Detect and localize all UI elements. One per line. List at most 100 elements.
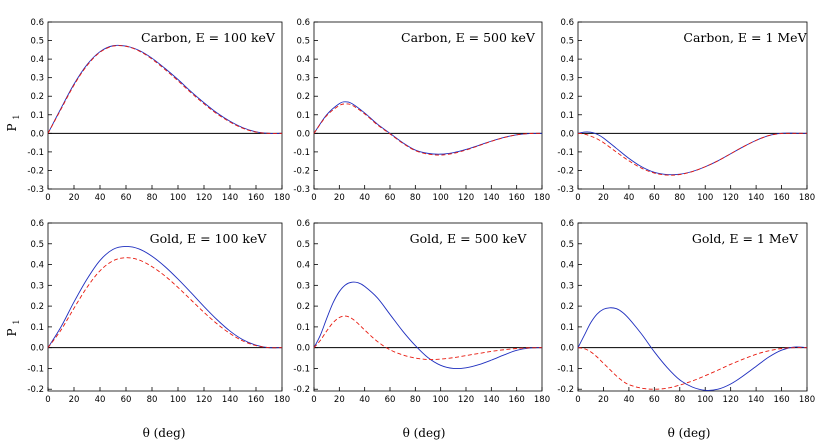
plot-frame [313,222,543,392]
x-tick-label: 100 [170,193,186,203]
x-tick-label: 100 [697,193,713,203]
panel-4: -0.2 -0.1 0.0 0.1 0.2 0.3 0.4 0.5 0.6 0 20 40 60 80 10… [27,219,290,405]
y-tick-label: 0.3 [560,281,574,291]
y-tick-label: 0.6 [30,18,44,28]
x-tick-label: 40 [95,395,106,405]
y-tick-label: -0.2 [27,385,44,395]
x-tick-label: 60 [649,395,660,405]
series-line-dashed [313,103,543,156]
y-tick-label: -0.2 [27,166,44,176]
x-axis-label-right: θ (deg) [668,426,711,440]
series-line-solid [47,246,283,349]
series-line-solid [577,307,808,391]
plot-frame [47,21,283,190]
y-tick-label: 0.4 [30,261,44,271]
y-tick-label: 0.1 [560,323,574,333]
y-tick-label: 0.2 [560,302,574,312]
y-axis-label-bottom-main: P [5,328,19,336]
x-tick-label: 20 [69,395,80,405]
y-tick-label: 0.5 [30,240,44,250]
x-tick-label: 60 [649,193,660,203]
x-tick-label: 80 [674,193,685,203]
y-tick-label: 0.2 [560,92,574,102]
y-tick-label: 0.5 [560,37,574,47]
y-axis-label-bottom: P 1 [5,320,21,337]
y-tick-label: -0.1 [27,148,44,158]
y-tick-label: 0.6 [296,18,310,28]
y-axis-label-bottom-sub: 1 [12,320,21,325]
y-axis-label-top-main: P [5,123,19,131]
y-tick-label: 0.2 [296,92,310,102]
x-tick-label: 60 [385,193,396,203]
x-tick-label: 0 [45,193,50,203]
y-tick-label: -0.1 [293,148,310,158]
y-tick-label: 0.4 [30,55,44,65]
y-tick-label: 0.6 [560,219,574,229]
x-tick-label: 120 [723,395,739,405]
series-line-dashed [47,45,283,134]
y-tick-label: 0.2 [30,92,44,102]
x-tick-label: 160 [509,193,525,203]
x-tick-label: 80 [410,193,421,203]
x-axis-label-middle: θ (deg) [403,426,446,440]
y-tick-label: 0.4 [560,55,574,65]
panel-title: Carbon, E = 100 keV [141,30,276,45]
y-tick-label: 0.4 [296,261,310,271]
x-tick-label: 140 [748,193,764,203]
panel-3: -0.3 -0.2 -0.1 0.0 0.1 0.2 0.3 0.4 0.5 0.6 0 20 40 60… [557,18,815,203]
x-tick-label: 140 [222,395,238,405]
y-tick-label: 0.0 [30,344,44,354]
x-tick-label: 80 [410,395,421,405]
x-tick-label: 0 [575,193,580,203]
y-tick-label: 0.6 [296,219,310,229]
x-tick-label: 160 [773,193,789,203]
x-tick-label: 0 [45,395,50,405]
panel-title: Gold, E = 1 MeV [692,231,799,246]
y-tick-label: 0.1 [560,111,574,121]
y-tick-label: -0.2 [557,385,574,395]
x-tick-label: 40 [95,193,106,203]
panels: -0.3 -0.2 -0.1 0.0 0.1 0.2 0.3 0.4 0.5 0.6 0 20 40 60… [27,18,815,405]
x-tick-label: 60 [385,395,396,405]
y-tick-label: 0.5 [296,37,310,47]
y-axis-label-top: P 1 [5,115,21,132]
x-tick-label: 140 [748,395,764,405]
panel-2: -0.3 -0.2 -0.1 0.0 0.1 0.2 0.3 0.4 0.5 0.6 0 20 40 60… [293,18,550,203]
y-tick-label: 0.1 [30,111,44,121]
y-tick-label: -0.1 [293,364,310,374]
x-tick-label: 80 [147,395,158,405]
y-tick-label: 0.2 [30,302,44,312]
x-tick-label: 20 [334,395,345,405]
x-tick-label: 100 [433,395,449,405]
plot-frame [577,21,808,190]
x-tick-label: 40 [623,395,634,405]
series-line-dashed [577,132,808,176]
panel-title: Gold, E = 500 keV [410,231,528,246]
x-tick-label: 160 [509,395,525,405]
y-tick-label: 0.1 [296,111,310,121]
series-line-dashed [313,315,543,361]
x-tick-label: 120 [723,193,739,203]
y-tick-label: -0.1 [557,148,574,158]
plot-frame [313,21,543,190]
y-tick-label: -0.3 [293,185,310,195]
y-tick-label: 0.3 [296,281,310,291]
x-tick-label: 160 [248,193,264,203]
y-tick-label: -0.2 [293,385,310,395]
y-tick-label: 0.3 [30,74,44,84]
y-tick-label: 0.0 [296,344,310,354]
series-line-solid [313,101,543,155]
y-tick-label: 0.0 [560,129,574,139]
x-tick-label: 0 [575,395,580,405]
y-tick-label: -0.3 [557,185,574,195]
x-tick-label: 40 [359,395,370,405]
x-tick-label: 100 [697,395,713,405]
x-tick-label: 60 [121,193,132,203]
x-tick-label: 80 [674,395,685,405]
y-axis-label-top-sub: 1 [12,115,21,120]
x-tick-label: 180 [799,395,815,405]
y-tick-label: 0.1 [296,323,310,333]
x-tick-label: 40 [359,193,370,203]
panel-title: Carbon, E = 500 keV [401,30,536,45]
y-tick-label: 0.2 [296,302,310,312]
